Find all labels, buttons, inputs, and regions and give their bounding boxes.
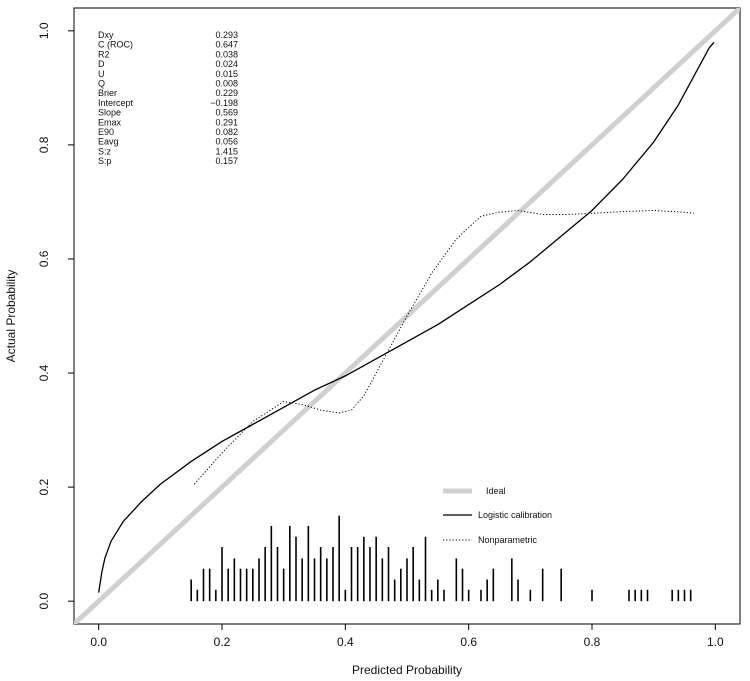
- stat-label: U: [98, 69, 105, 79]
- stat-label: C (ROC): [98, 40, 133, 50]
- x-tick-label: 0.4: [337, 635, 354, 649]
- legend-label: Logistic calibration: [478, 510, 552, 520]
- x-tick-label: 1.0: [707, 635, 724, 649]
- legend: Ideal Logistic calibration Nonparametric: [443, 486, 552, 545]
- stat-value: 0.056: [215, 137, 238, 147]
- legend-label: Ideal: [486, 486, 506, 496]
- stat-value: 0.293: [215, 30, 238, 40]
- stat-label: Slope: [98, 108, 121, 118]
- stat-value: 0.229: [215, 88, 238, 98]
- stat-value: −0.198: [210, 98, 238, 108]
- stat-label: Dxy: [98, 30, 114, 40]
- stat-value: 0.015: [215, 69, 238, 79]
- stat-label: Intercept: [98, 98, 134, 108]
- x-tick-label: 0.2: [214, 635, 231, 649]
- stat-value: 0.569: [215, 108, 238, 118]
- x-axis-title: Predicted Probability: [352, 663, 462, 677]
- legend-label: Nonparametric: [478, 535, 538, 545]
- y-tick-label: 0.8: [37, 136, 51, 153]
- stats-table: Dxy 0.293 C (ROC) 0.647 R2 0.038 D 0.024 U 0.015 Q…: [98, 30, 238, 166]
- plot-frame: [73, 7, 741, 625]
- y-tick-label: 0.4: [37, 364, 51, 381]
- y-axis-title: Actual Probability: [4, 270, 18, 363]
- stat-value: 0.024: [215, 59, 238, 69]
- stat-value: 0.008: [215, 79, 238, 89]
- stat-label: Emax: [98, 117, 122, 127]
- y-tick-label: 0.0: [37, 593, 51, 610]
- y-tick-label: 1.0: [37, 22, 51, 39]
- stat-value: 0.291: [215, 117, 238, 127]
- stat-label: S:p: [98, 156, 112, 166]
- stat-label: Brier: [98, 88, 117, 98]
- y-tick-label: 0.2: [37, 478, 51, 495]
- stat-value: 1.415: [215, 146, 238, 156]
- x-tick-label: 0.8: [584, 635, 601, 649]
- stat-value: 0.038: [215, 49, 238, 59]
- y-tick-label: 0.6: [37, 250, 51, 267]
- stat-value: 0.647: [215, 40, 238, 50]
- rug-plot: [190, 515, 692, 602]
- stat-label: Q: [98, 79, 105, 89]
- series-nonparametric-line: [193, 209, 694, 485]
- series-logistic-calibration-line: [98, 41, 715, 593]
- stat-label: E90: [98, 127, 114, 137]
- stat-label: S:z: [98, 146, 112, 156]
- stat-label: Eavg: [98, 137, 119, 147]
- stat-value: 0.157: [215, 156, 238, 166]
- x-tick-label: 0.0: [90, 635, 107, 649]
- stat-label: R2: [98, 49, 110, 59]
- stat-value: 0.082: [215, 127, 238, 137]
- x-tick-label: 0.6: [460, 635, 477, 649]
- stat-label: D: [98, 59, 105, 69]
